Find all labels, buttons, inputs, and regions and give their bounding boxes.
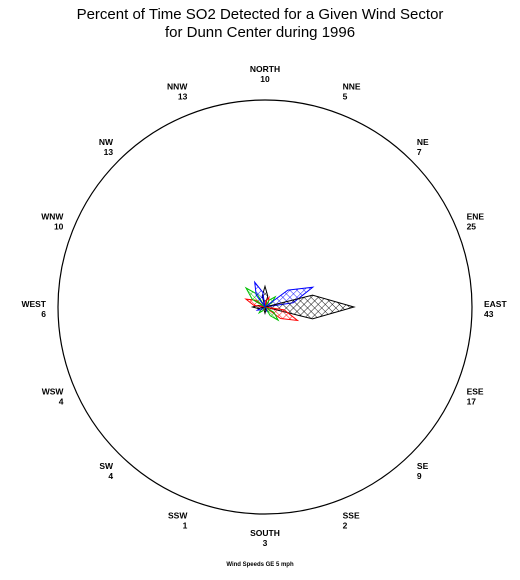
sector-value-sw: 4 bbox=[108, 471, 113, 481]
sector-value-north: 10 bbox=[260, 74, 270, 84]
sector-label-south: SOUTH bbox=[250, 528, 280, 538]
sector-label-se: SE bbox=[417, 461, 429, 471]
sector-value-nnw: 13 bbox=[178, 91, 188, 101]
petals-group bbox=[244, 280, 356, 322]
sector-value-se: 9 bbox=[417, 471, 422, 481]
sector-label-wnw: WNW bbox=[41, 211, 64, 221]
sector-value-west: 6 bbox=[41, 309, 46, 319]
sector-value-sse: 2 bbox=[343, 521, 348, 531]
sector-label-ne: NE bbox=[417, 137, 429, 147]
petal-se bbox=[264, 306, 280, 322]
sector-label-nnw: NNW bbox=[167, 81, 188, 91]
sector-label-ese: ESE bbox=[467, 387, 484, 397]
sector-value-ese: 17 bbox=[467, 397, 477, 407]
sector-value-wnw: 10 bbox=[54, 221, 64, 231]
sector-label-north: NORTH bbox=[250, 64, 280, 74]
sector-value-ne: 7 bbox=[417, 147, 422, 157]
outer-circle bbox=[57, 99, 473, 515]
sector-label-sw: SW bbox=[99, 461, 114, 471]
sector-label-ene: ENE bbox=[467, 211, 485, 221]
sector-value-wsw: 4 bbox=[59, 397, 64, 407]
sector-label-wsw: WSW bbox=[42, 387, 65, 397]
sector-value-nne: 5 bbox=[343, 91, 348, 101]
sector-label-west: WEST bbox=[21, 299, 46, 309]
chart-title: Percent of Time SO2 Detected for a Given… bbox=[76, 6, 444, 23]
sector-value-ssw: 1 bbox=[183, 521, 188, 531]
sector-label-nw: NW bbox=[99, 137, 114, 147]
petal-nnw bbox=[254, 280, 266, 308]
sector-value-nw: 13 bbox=[104, 147, 114, 157]
sector-value-south: 3 bbox=[263, 538, 268, 548]
sector-label-nne: NNE bbox=[343, 81, 361, 91]
footnote: Wind Speeds GE 5 mph bbox=[226, 562, 294, 568]
petal-east bbox=[264, 294, 356, 320]
sector-label-east: EAST bbox=[484, 299, 507, 309]
sector-labels-group: NORTH10NNE5NE7ENE25EAST43ESE17SE9SSE2SOU… bbox=[21, 64, 507, 548]
chart-subtitle: for Dunn Center during 1996 bbox=[164, 24, 356, 41]
sector-label-ssw: SSW bbox=[168, 511, 188, 521]
sector-value-ene: 25 bbox=[467, 221, 477, 231]
sector-label-sse: SSE bbox=[343, 511, 360, 521]
sector-value-east: 43 bbox=[484, 309, 494, 319]
